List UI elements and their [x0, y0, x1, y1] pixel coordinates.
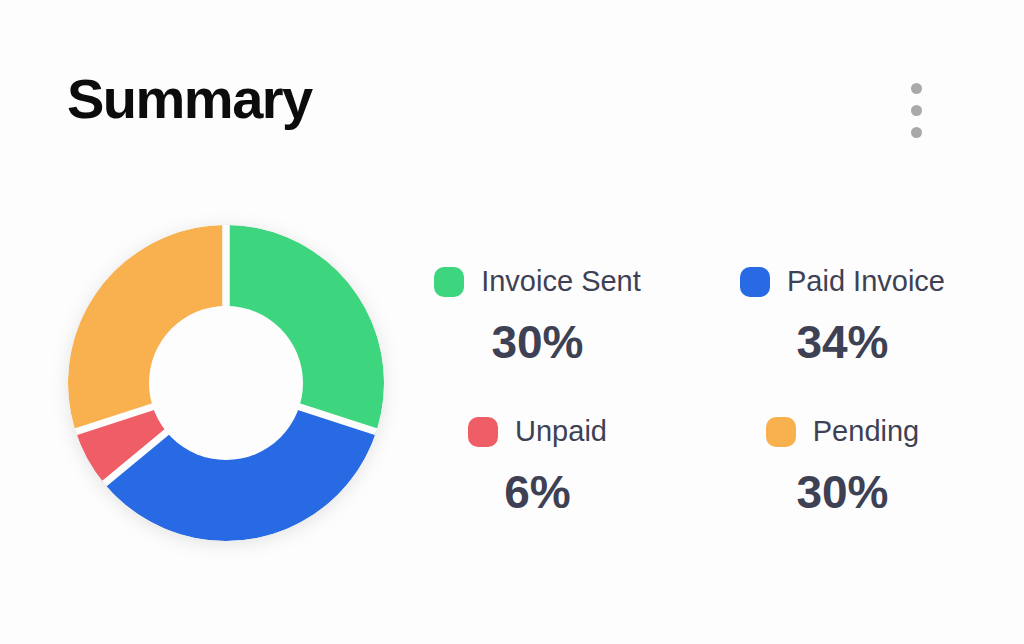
legend-item-invoice-sent: Invoice Sent 30% — [434, 243, 641, 393]
kebab-dot-icon — [911, 83, 922, 94]
summary-card: Summary Invoice Sent 30% Paid Invoice 34… — [0, 0, 1024, 644]
legend-label: Pending — [813, 415, 919, 448]
legend-value: 6% — [504, 468, 570, 516]
legend-label: Unpaid — [515, 415, 607, 448]
legend-item-unpaid: Unpaid 6% — [468, 393, 607, 543]
page-title: Summary — [67, 70, 312, 128]
chart-legend: Invoice Sent 30% Paid Invoice 34% Unpaid… — [385, 243, 995, 543]
legend-value: 30% — [796, 468, 888, 516]
menu-button[interactable] — [894, 72, 938, 148]
donut-chart — [56, 213, 396, 553]
legend-item-pending: Pending 30% — [766, 393, 919, 543]
donut-chart-svg — [56, 213, 396, 553]
donut-hole — [149, 306, 303, 460]
kebab-dot-icon — [911, 105, 922, 116]
invoice-sent-swatch-icon — [434, 267, 464, 297]
legend-value: 30% — [491, 318, 583, 366]
pending-swatch-icon — [766, 417, 796, 447]
legend-value: 34% — [796, 318, 888, 366]
legend-item-paid-invoice: Paid Invoice 34% — [740, 243, 945, 393]
legend-label: Paid Invoice — [787, 265, 945, 298]
kebab-dot-icon — [911, 127, 922, 138]
unpaid-swatch-icon — [468, 417, 498, 447]
paid-invoice-swatch-icon — [740, 267, 770, 297]
legend-label: Invoice Sent — [481, 265, 641, 298]
